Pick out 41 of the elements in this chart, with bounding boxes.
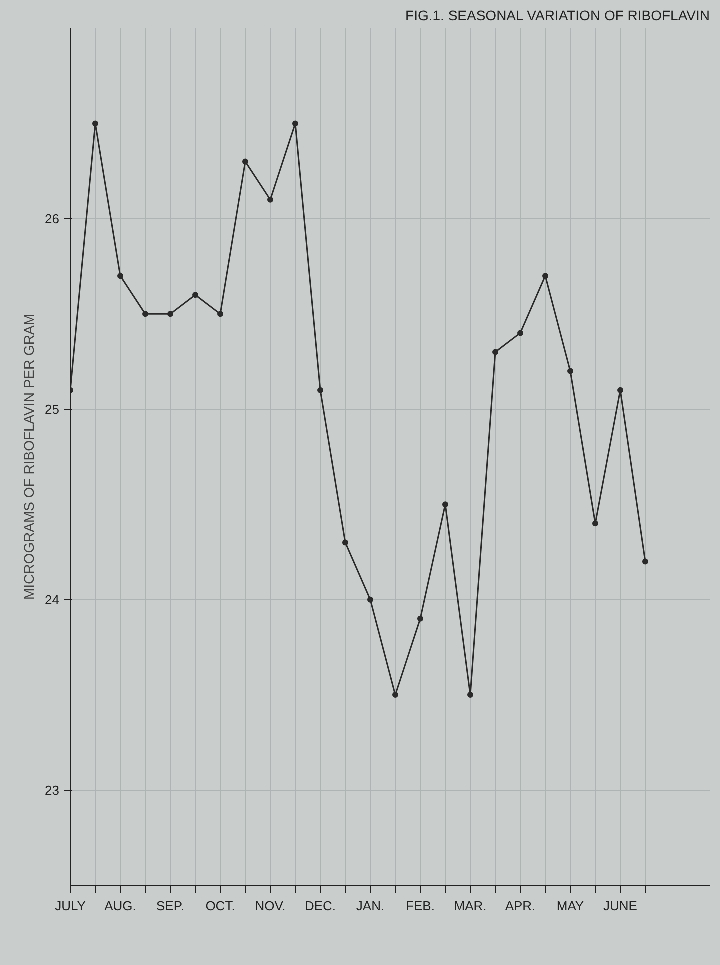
point <box>168 311 174 318</box>
point <box>468 692 474 698</box>
x-tick-label: SEP. <box>156 898 184 914</box>
point <box>292 120 298 127</box>
point <box>492 349 498 356</box>
x-tick-label: JUNE <box>604 898 638 914</box>
point <box>642 558 648 565</box>
point <box>618 387 624 394</box>
x-tick-label: APR. <box>505 898 536 914</box>
point <box>568 368 574 374</box>
x-tick-label: MAR. <box>454 898 487 914</box>
x-tick-label: MAY <box>556 898 584 914</box>
x-tick-label: JAN. <box>356 898 385 914</box>
x-tick-label: OCT. <box>206 898 236 914</box>
point <box>218 311 224 318</box>
point <box>368 596 374 603</box>
x-tick-label: JULY <box>55 898 86 914</box>
point <box>518 330 524 336</box>
point <box>92 120 98 127</box>
chart-title: FIG.1. SEASONAL VARIATION OF RIBOFLAVIN <box>406 8 710 24</box>
x-tick-label: FEB. <box>406 898 435 914</box>
point <box>392 692 398 698</box>
point <box>418 616 424 622</box>
point <box>118 273 124 280</box>
point <box>242 158 248 165</box>
y-tick-label: 24 <box>45 592 60 608</box>
x-tick-label: DEC. <box>304 898 336 914</box>
point <box>592 520 598 527</box>
point <box>142 311 148 318</box>
y-axis-title: MICROGRAMS OF RIBOFLAVIN PER GRAM <box>21 314 38 600</box>
point <box>542 273 548 280</box>
x-tick-label: NOV. <box>255 898 286 914</box>
y-tick-label: 26 <box>45 211 60 226</box>
point <box>318 387 324 394</box>
point <box>192 292 198 298</box>
y-tick-label: 23 <box>45 782 60 798</box>
point <box>442 502 448 508</box>
x-tick-label: AUG. <box>104 898 136 914</box>
point <box>268 196 274 203</box>
y-tick-label: 25 <box>45 402 60 417</box>
point <box>342 540 348 546</box>
